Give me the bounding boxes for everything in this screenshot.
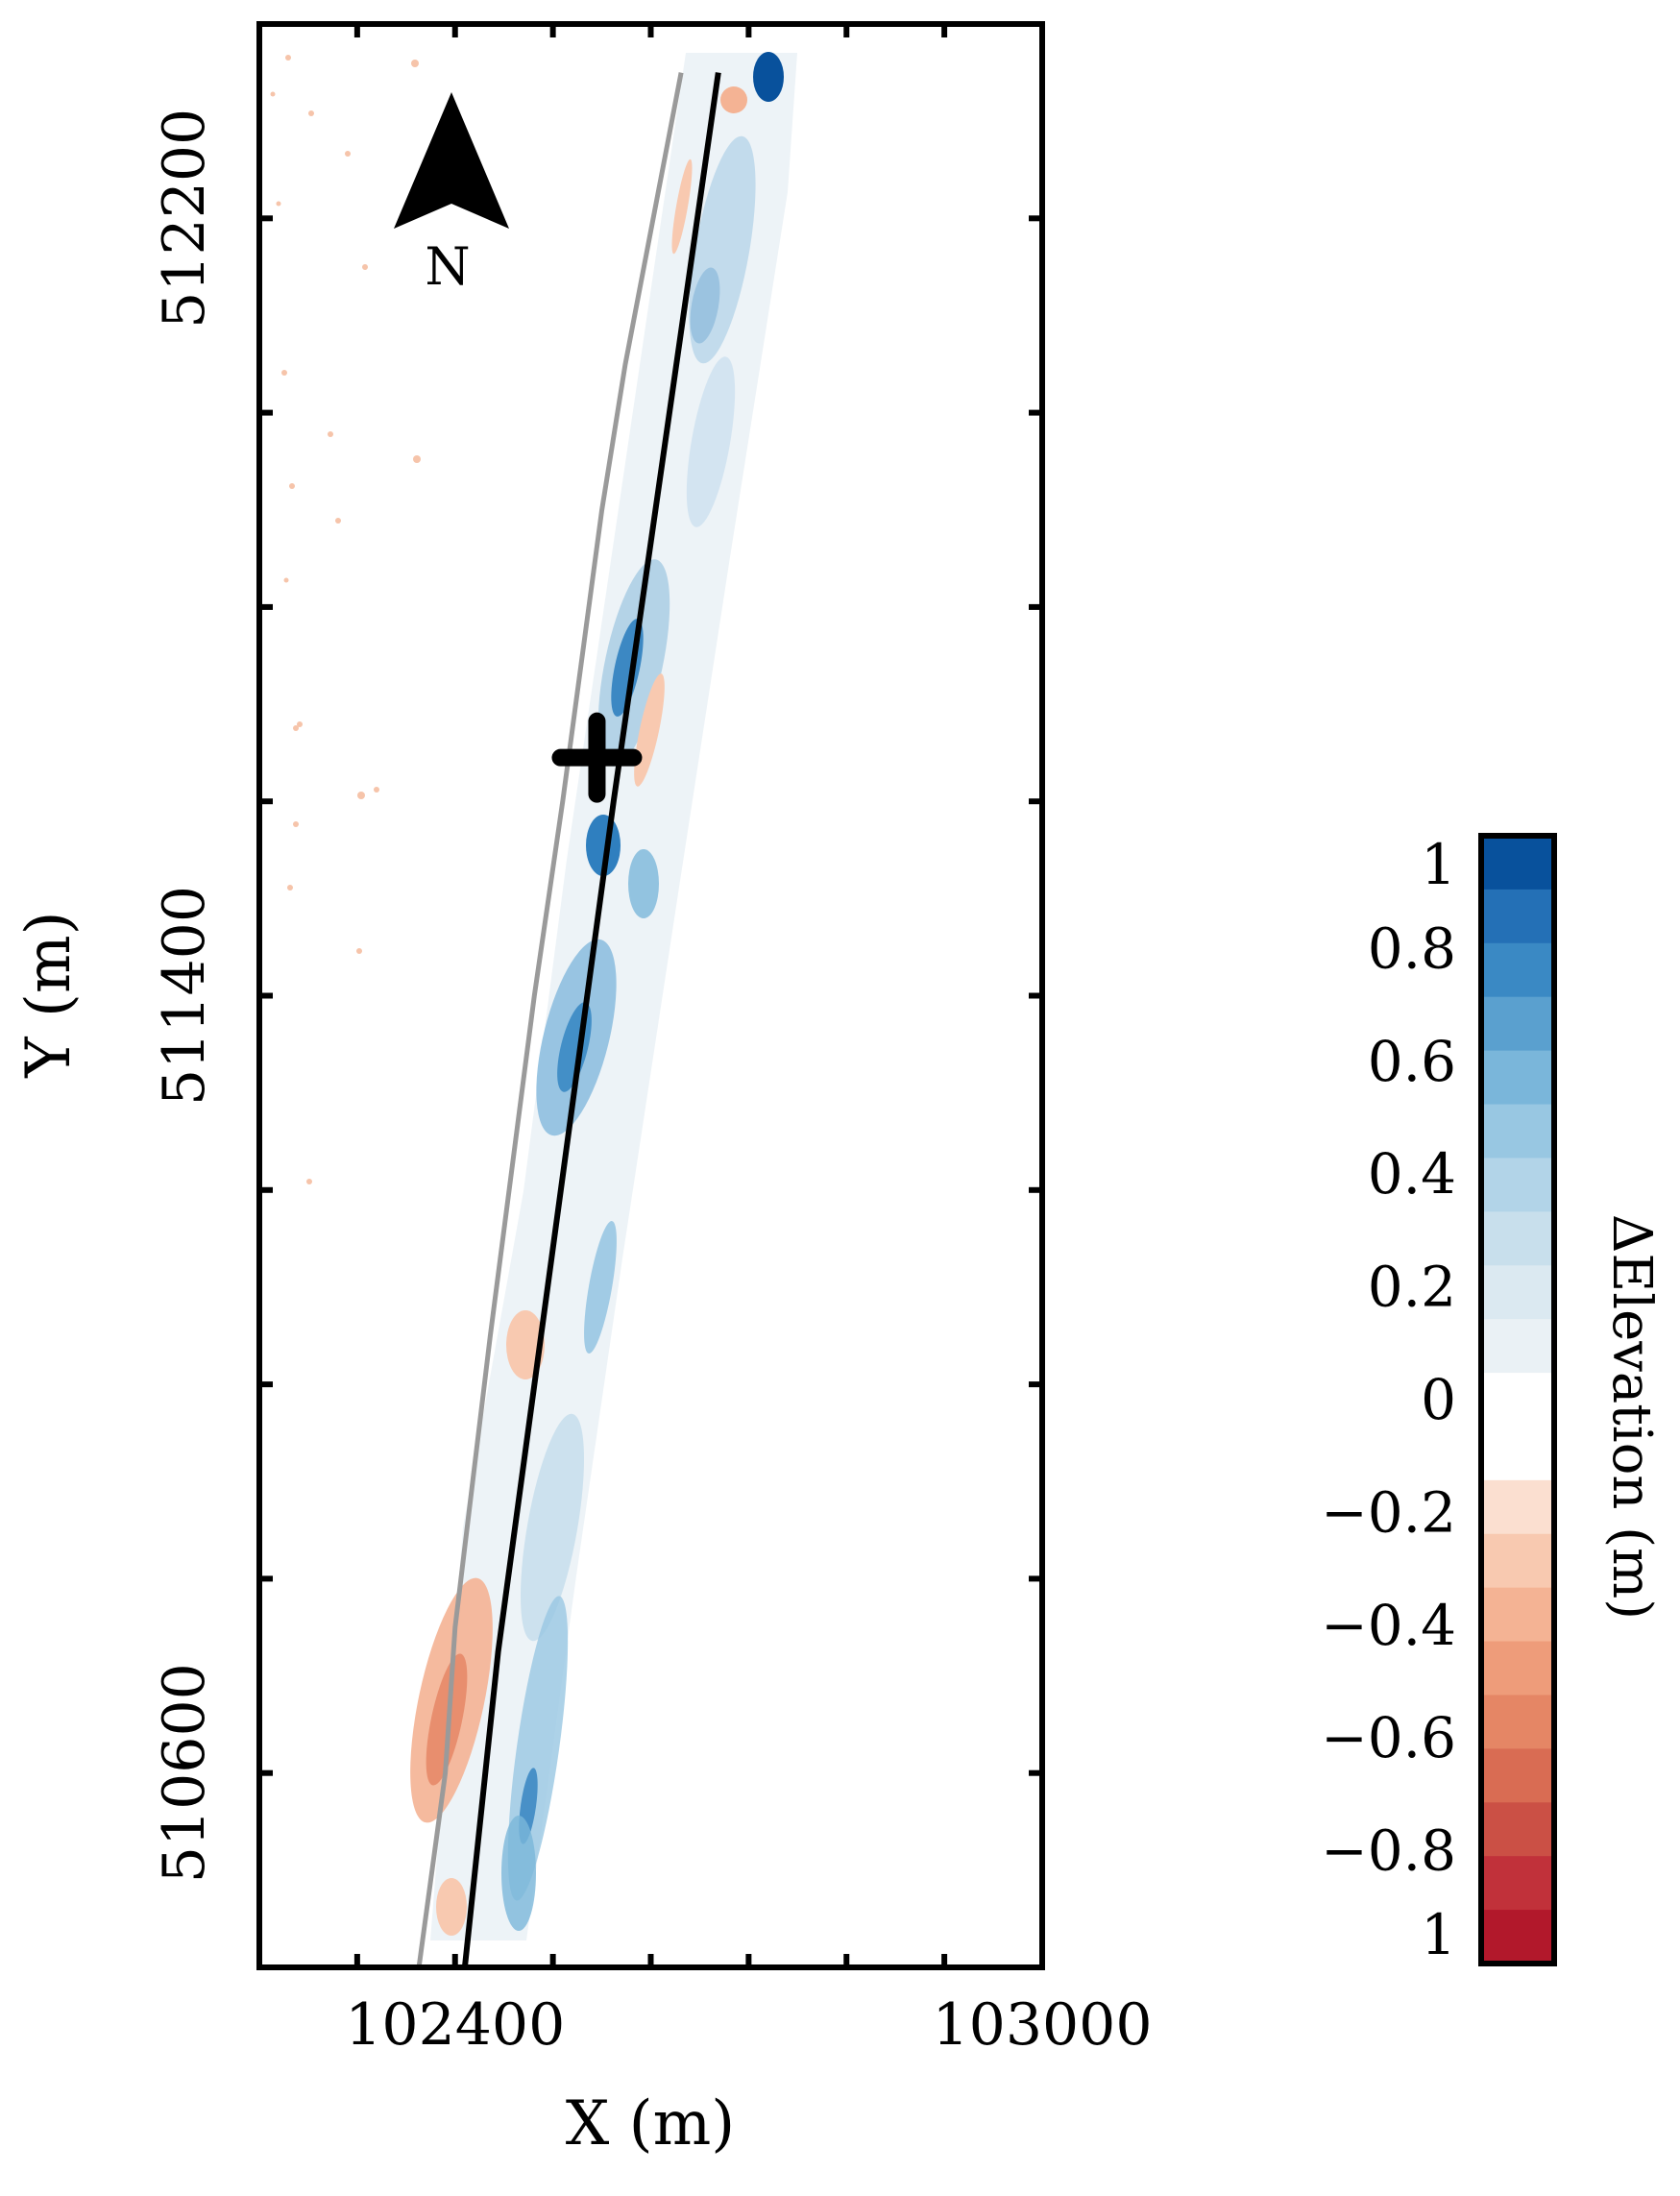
colorbar-block [1481, 1426, 1554, 1481]
colorbar-tick-label: 0.6 [1368, 1029, 1456, 1094]
colorbar-tick-labels: 1 0.8 0.6 0.4 0.2 0 −0.2 −0.4 −0.6 −0.8 1 [1321, 832, 1456, 1967]
y-axis-label: Y (m) [13, 911, 85, 1078]
colorbar-block [1481, 1587, 1554, 1643]
colorbar-blocks [1481, 836, 1554, 1964]
colorbar-block [1481, 996, 1554, 1052]
colorbar-tick-label: −0.6 [1321, 1705, 1456, 1770]
colorbar-tick-label: −0.4 [1321, 1593, 1456, 1658]
colorbar-block [1481, 836, 1554, 891]
colorbar-block [1481, 1748, 1554, 1803]
colorbar-block [1481, 1856, 1554, 1911]
shoreline [416, 72, 684, 1967]
y-tick-label: 512200 [151, 109, 218, 329]
colorbar-block [1481, 1479, 1554, 1535]
colorbar-block [1481, 889, 1554, 944]
north-arrow-label: N [425, 236, 470, 297]
north-arrow: N [394, 92, 509, 297]
north-arrow-icon [394, 92, 509, 229]
x-tick-label: 102400 [345, 1991, 565, 2059]
colorbar-label: ΔElevation (m) [1600, 1214, 1663, 1620]
colorbar-tick-label: −0.8 [1321, 1818, 1456, 1884]
colorbar-block [1481, 1910, 1554, 1964]
colorbar-tick-label: −0.2 [1321, 1479, 1456, 1545]
x-axis-label: X (m) [566, 2088, 736, 2159]
survey-line [461, 72, 721, 1967]
colorbar-block [1481, 1695, 1554, 1749]
y-axis-ticks [259, 21, 1042, 1970]
y-axis-tick-labels: 510600 511400 512200 [151, 109, 218, 1883]
colorbar-tick-label: 1 [1421, 832, 1456, 897]
y-tick-label: 510600 [151, 1663, 218, 1883]
colorbar-tick-label: 0 [1421, 1367, 1456, 1432]
colorbar-tick-label: 1 [1421, 1902, 1456, 1967]
colorbar-tick-label: 0.4 [1368, 1141, 1456, 1207]
colorbar-block [1481, 1641, 1554, 1696]
colorbar-tick-label: 0.2 [1368, 1255, 1456, 1320]
colorbar-block [1481, 1158, 1554, 1212]
colorbar-block [1481, 1104, 1554, 1159]
colorbar-block [1481, 1211, 1554, 1266]
colorbar-block [1481, 1319, 1554, 1374]
colorbar: 1 0.8 0.6 0.4 0.2 0 −0.2 −0.4 −0.6 −0.8 1 ΔElevati… [1321, 832, 1663, 1967]
field-blobs-blue [501, 52, 784, 1931]
x-tick-label: 103000 [932, 1991, 1152, 2059]
colorbar-block [1481, 1802, 1554, 1857]
colorbar-block [1481, 1050, 1554, 1106]
colorbar-block [1481, 1533, 1554, 1589]
colorbar-block [1481, 942, 1554, 998]
x-axis-tick-labels: 102400 103000 [345, 1991, 1152, 2059]
field-speckles-red [270, 55, 421, 1184]
cross-marker [551, 712, 643, 803]
colorbar-tick-label: 0.8 [1368, 915, 1456, 981]
colorbar-block [1481, 1265, 1554, 1320]
elevation-change-field [270, 52, 797, 1967]
y-tick-label: 511400 [151, 886, 218, 1106]
colorbar-block [1481, 1373, 1554, 1427]
colorbar-frame [1478, 833, 1557, 1966]
